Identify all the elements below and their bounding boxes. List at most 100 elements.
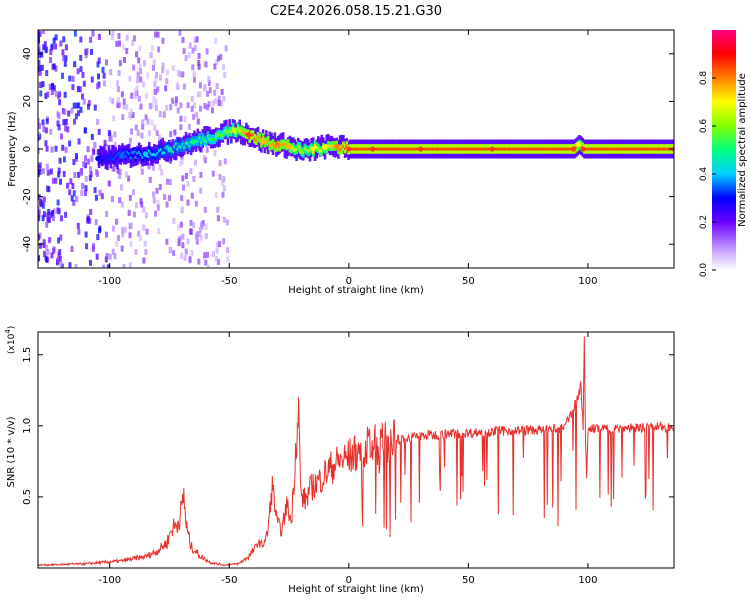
- spectrogram-noise-cell: [88, 217, 92, 224]
- spectrogram-noise-cell: [64, 55, 68, 62]
- spectrogram-ridge-core: [559, 147, 563, 151]
- spectrogram-ridge-core: [114, 155, 118, 159]
- spectrogram-noise-cell: [132, 189, 136, 196]
- spectrogram-noise-cell: [207, 80, 211, 86]
- spectrogram-noise-cell: [38, 47, 41, 54]
- spectrogram-ridge-core: [186, 141, 190, 145]
- spectrogram-noise-cell: [76, 86, 80, 92]
- spectrogram-ridge-core: [379, 147, 382, 151]
- spectrogram-ridge-point: [334, 144, 340, 150]
- spectrogram-ridge-core: [437, 147, 441, 151]
- spectrogram-noise-cell: [118, 60, 122, 67]
- spectrogram-noise-cell: [218, 174, 222, 180]
- spectrogram-ridge-core: [148, 149, 151, 153]
- spectrogram-x-tick-label: -50: [221, 276, 237, 287]
- spectrogram-noise-cell: [72, 102, 76, 109]
- spectrogram-ridge-core: [392, 147, 395, 151]
- spectrogram-noise-cell: [197, 53, 201, 59]
- spectrogram-ridge-core: [482, 147, 486, 151]
- snr-x-tick-label: 0: [346, 575, 352, 586]
- spectrogram-noise-cell: [90, 76, 94, 83]
- spectrogram-ridge-core: [636, 147, 640, 151]
- spectrogram-noise-cell: [226, 247, 230, 254]
- spectrogram-ridge-core: [435, 147, 439, 151]
- spectrogram-ridge-core: [327, 144, 330, 148]
- spectrogram-noise-cell: [156, 31, 160, 38]
- spectrogram-ridge-point: [489, 146, 495, 152]
- spectrogram-noise-cell: [122, 44, 126, 51]
- spectrogram-noise-cell: [85, 48, 89, 55]
- spectrogram-noise-cell: [157, 228, 161, 235]
- spectrogram-noise-cell: [161, 67, 165, 74]
- spectrogram-ridge-point: [575, 141, 582, 147]
- spectrogram-ridge-core: [173, 144, 176, 148]
- spectrogram-ridge-core: [608, 147, 611, 151]
- spectrogram-ridge-core: [149, 152, 153, 156]
- spectrogram-ridge-core: [509, 147, 513, 151]
- spectrogram-ridge-core: [591, 147, 595, 151]
- spectrogram-ridge-core: [258, 136, 261, 140]
- spectrogram-noise-cell: [197, 258, 201, 265]
- spectrogram-ridge-core: [452, 147, 456, 151]
- spectrogram-ridge-core: [268, 144, 272, 148]
- spectrogram-ridge-core: [584, 147, 588, 151]
- spectrogram-noise-cell: [61, 72, 64, 79]
- spectrogram-ridge-core: [536, 147, 539, 151]
- spectrogram-ridge-core: [209, 138, 213, 142]
- spectrogram-noise-cell: [166, 178, 170, 185]
- snr-y-tick-label: 1.5: [22, 347, 33, 363]
- spectrogram-noise-cell: [91, 246, 95, 253]
- spectrogram-ridge-core: [432, 147, 436, 151]
- spectrogram-noise-cell: [72, 190, 76, 197]
- spectrogram-noise-cell: [177, 238, 181, 244]
- spectrogram-noise-cell: [216, 259, 220, 265]
- spectrogram-ridge-core: [486, 147, 489, 151]
- spectrogram-noise-cell: [95, 253, 99, 260]
- spectrogram-noise-cell: [155, 71, 159, 78]
- spectrogram-noise-cell: [147, 130, 151, 136]
- spectrogram-ridge-core: [502, 147, 506, 151]
- spectrogram-ridge-core: [151, 153, 154, 157]
- snr-y-axis: 0.5 1.0 1.5: [22, 347, 674, 505]
- spectrogram-ridge-point: [298, 148, 304, 154]
- spectrogram-ridge-core: [626, 147, 630, 151]
- spectrogram-noise-cell: [38, 234, 41, 241]
- spectrogram-ridge-core: [439, 147, 442, 151]
- spectrogram-noise-cell: [193, 76, 196, 83]
- spectrogram-ridge-point: [260, 139, 266, 145]
- spectrogram-noise-cell: [51, 177, 55, 184]
- spectrogram-noise-cell: [148, 176, 152, 183]
- spectrogram-ridge-core: [507, 147, 511, 151]
- spectrogram-ridge-core: [655, 147, 658, 151]
- spectrogram-ridge-core: [641, 147, 645, 151]
- spectrogram-noise-cell: [38, 135, 40, 142]
- spectrogram-ridge-core: [651, 147, 655, 151]
- spectrogram-noise-cell: [79, 54, 83, 61]
- spectrogram-noise-cell: [192, 222, 196, 229]
- spectrogram-noise-cell: [220, 89, 224, 95]
- spectrogram-ridge-core: [561, 147, 564, 151]
- spectrogram-noise-cell: [63, 91, 67, 98]
- spectrogram-noise-cell: [98, 227, 101, 234]
- spectrogram-noise-cell: [73, 172, 77, 179]
- spectrogram-noise-cell: [89, 259, 92, 266]
- snr-y-tick-label: 1.0: [22, 418, 33, 434]
- spectrogram-ridge-core: [469, 147, 472, 151]
- spectrogram-noise-cell: [47, 208, 51, 215]
- spectrogram-ridge-core: [579, 144, 583, 148]
- spectrogram-ridge-core: [454, 147, 457, 151]
- spectrogram-noise-cell: [158, 134, 162, 141]
- spectrogram-noise-cell: [96, 61, 100, 68]
- spectrogram-noise-cell: [98, 189, 102, 196]
- spectrogram-noise-cell: [76, 222, 80, 229]
- spectrogram-ridge-core: [228, 129, 231, 133]
- spectrogram-ridge-core: [471, 147, 474, 151]
- spectrogram-ridge-core: [122, 151, 126, 155]
- spectrogram-ridge-halo: [174, 141, 178, 161]
- spectrogram-noise-cell: [169, 104, 173, 111]
- spectrogram-noise-cell: [96, 118, 100, 125]
- spectrogram-noise-cell: [181, 37, 185, 43]
- spectrogram-noise-cell: [155, 187, 159, 194]
- spectrogram-ridge-core: [208, 137, 211, 141]
- spectrogram-noise-cell: [38, 242, 42, 249]
